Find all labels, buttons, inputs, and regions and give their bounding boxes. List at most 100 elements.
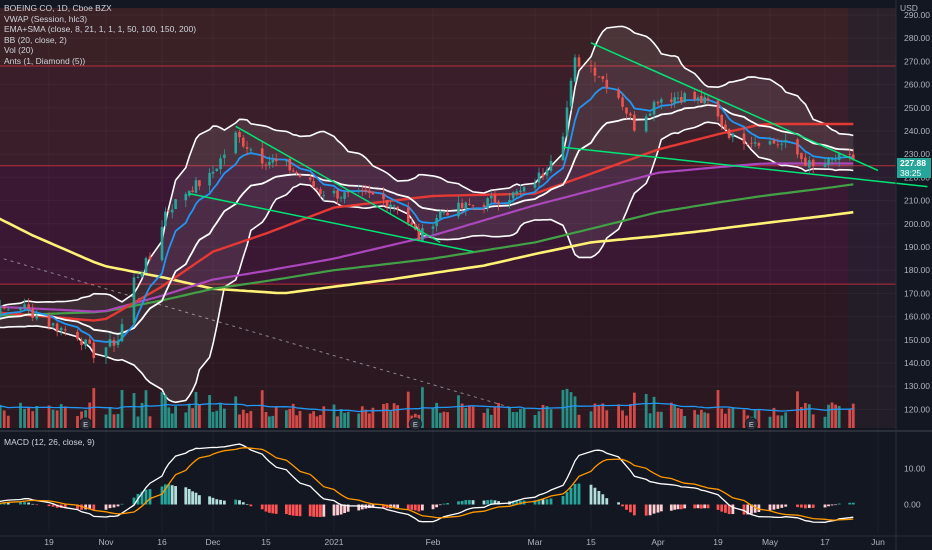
candle-body	[136, 276, 140, 279]
price-tick-label: 160.00	[904, 312, 930, 322]
volume-bar	[659, 411, 663, 428]
trendline	[590, 42, 879, 172]
macd-histogram-bar	[652, 504, 656, 514]
candle-body	[315, 188, 319, 190]
candle-body	[59, 327, 63, 331]
volume-bar	[830, 402, 834, 428]
legend-vol[interactable]: Vol (20)	[4, 45, 34, 55]
candle-body	[357, 190, 361, 192]
candle-body	[88, 339, 92, 344]
volume-bar	[174, 406, 177, 428]
volume-bar	[112, 414, 116, 428]
macd-histogram-bar	[308, 504, 312, 517]
candle-body	[211, 171, 215, 174]
candle-body	[245, 147, 249, 149]
candle-body	[508, 199, 511, 204]
volume-bar	[716, 390, 720, 428]
candle-body	[720, 114, 724, 126]
macd-histogram-bar	[211, 497, 215, 505]
volume-bar	[442, 411, 446, 428]
candle-body	[541, 173, 545, 177]
macd-histogram-bar	[446, 503, 449, 505]
candle-body	[63, 329, 67, 331]
macd-histogram-bar	[198, 495, 201, 505]
ema21-line	[0, 104, 854, 335]
macd-histogram-bar	[757, 504, 761, 512]
macd-histogram-bar	[676, 504, 680, 510]
legend-ants[interactable]: Ants (1, Diamond (5))	[4, 55, 86, 66]
macd-legend[interactable]: MACD (12, 26, close, 9)	[4, 437, 95, 447]
volume-bar	[184, 412, 188, 428]
candle-body	[6, 309, 10, 311]
candle-body	[84, 339, 87, 346]
volume-bar	[593, 403, 597, 428]
candle-body	[312, 181, 315, 187]
candle-body	[360, 189, 364, 192]
time-tick-label: Nov	[98, 537, 114, 547]
price-tick-label: 130.00	[904, 381, 930, 391]
earnings-marker	[408, 417, 422, 431]
price-tick-label: 190.00	[904, 242, 930, 252]
price-tick-label: 230.00	[904, 149, 930, 159]
candle-body	[364, 189, 368, 192]
volume-bar	[515, 411, 519, 428]
macd-histogram-bar	[561, 495, 565, 505]
volume-bar	[848, 408, 852, 428]
macd-histogram-bar	[489, 499, 493, 505]
macd-histogram-bar	[249, 504, 253, 507]
candle-body	[120, 324, 124, 342]
trendline	[562, 146, 928, 188]
candle-body	[660, 99, 663, 103]
earnings-marker	[79, 417, 93, 431]
price-tick-label: 240.00	[904, 126, 930, 136]
candle-body	[219, 158, 222, 170]
volume-bar	[160, 391, 164, 428]
legend-bb[interactable]: BB (20, close, 2)	[4, 34, 67, 45]
volume-bar	[346, 411, 350, 428]
volume-bar	[625, 415, 628, 428]
macd-histogram-bar	[88, 504, 92, 510]
macd-histogram-bar	[219, 499, 222, 505]
candle-body	[132, 277, 136, 324]
macd-histogram-bar	[742, 504, 746, 515]
macd-histogram-bar	[648, 504, 652, 516]
macd-histogram-bar	[315, 504, 319, 517]
legend-vwap[interactable]: VWAP (Session, hlc3)	[4, 13, 88, 24]
volume-bar	[605, 410, 609, 428]
volume-bar	[696, 414, 700, 428]
candle-body	[673, 97, 676, 104]
volume-bar	[295, 415, 298, 428]
volume-bar	[120, 390, 124, 428]
candle-body	[446, 212, 449, 216]
volume-ma	[0, 402, 854, 413]
volume-bar	[406, 391, 410, 428]
volume-bar	[132, 393, 136, 428]
candle-body	[823, 164, 827, 168]
macd-histogram-bar	[268, 504, 271, 513]
macd-histogram-bar	[750, 504, 753, 514]
macd-histogram-bar	[753, 504, 757, 513]
volume-bar	[569, 392, 573, 428]
price-tick-label: 170.00	[904, 288, 930, 298]
volume-bar	[219, 403, 222, 428]
candle-body	[625, 107, 628, 114]
volume-bar	[198, 404, 201, 428]
countdown-value: 38:25	[900, 168, 922, 178]
volume-bar	[577, 414, 581, 428]
macd-histogram-bar	[834, 504, 837, 506]
macd-histogram-bar	[442, 503, 446, 505]
candle-body	[382, 193, 385, 200]
legend-title[interactable]: BOEING CO, 1D, Cboe BZX	[4, 3, 112, 13]
volume-bar	[549, 409, 553, 428]
volume-bar	[319, 414, 322, 428]
candle-body	[55, 323, 59, 331]
candle-body	[215, 168, 219, 172]
macd-histogram-bar	[234, 499, 238, 505]
macd-histogram-bar	[716, 504, 720, 510]
candle-body	[573, 57, 577, 82]
legend-ema-sma[interactable]: EMA+SMA (close, 8, 21, 1, 1, 1, 50, 100,…	[4, 24, 197, 34]
volume-bar	[493, 406, 497, 428]
price-tick-label: 150.00	[904, 335, 930, 345]
candle-body	[497, 201, 500, 205]
candle-body	[742, 133, 746, 144]
